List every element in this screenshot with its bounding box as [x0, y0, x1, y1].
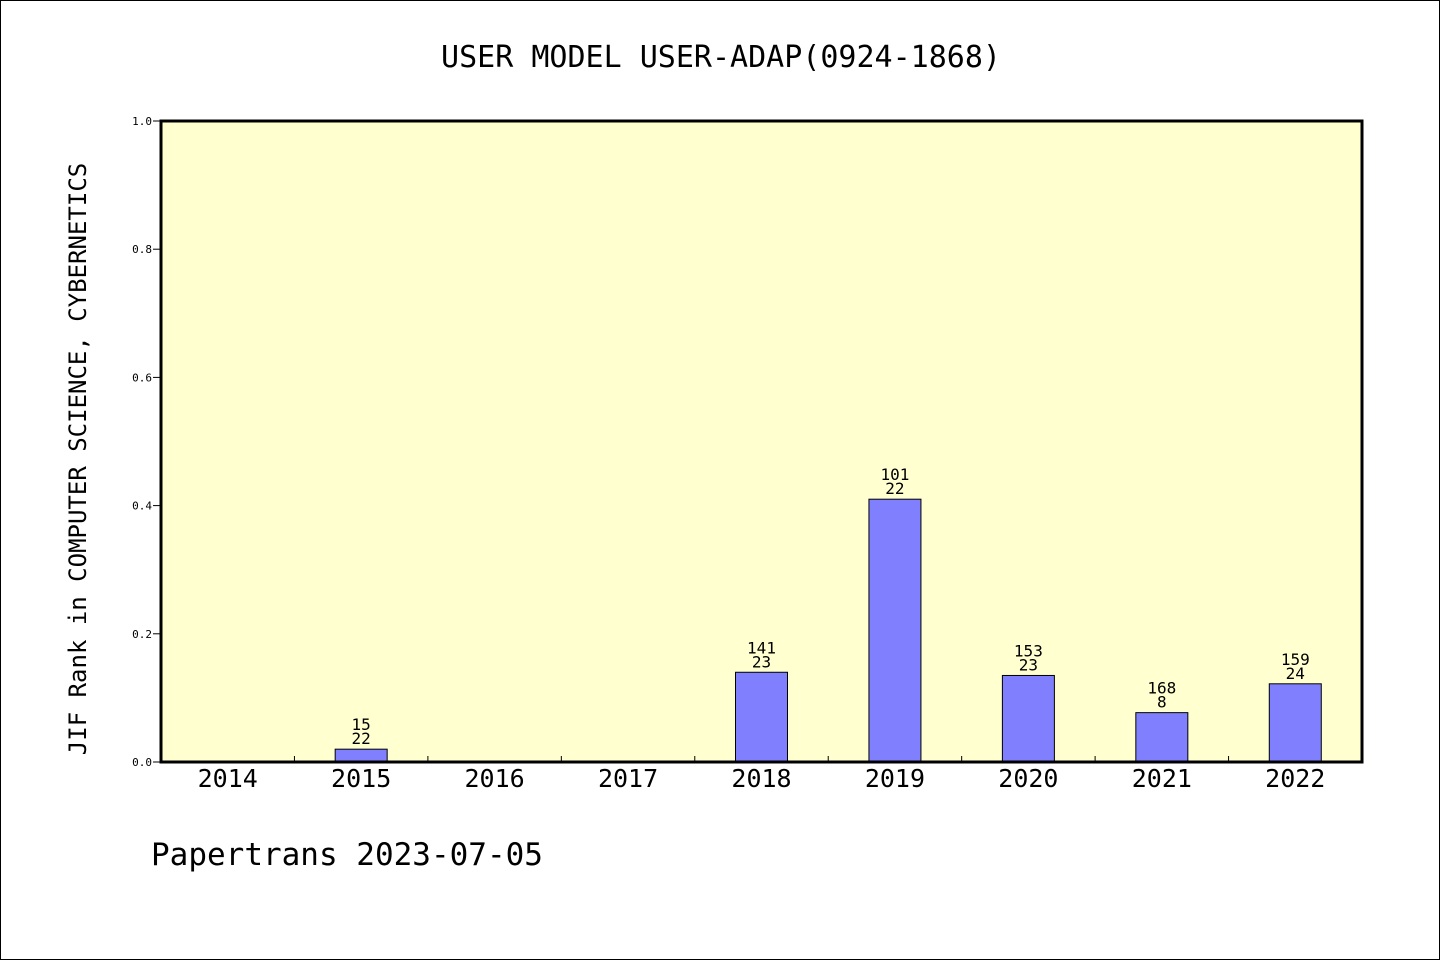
- bar-count-label: 24: [1286, 664, 1305, 683]
- x-tick-label: 2015: [331, 764, 391, 793]
- x-tick-label: 2016: [465, 764, 525, 793]
- bar: [1268, 683, 1322, 763]
- plot-border: [159, 119, 1364, 764]
- x-tick-label: 2019: [865, 764, 925, 793]
- bar-count-label: 8: [1157, 693, 1167, 712]
- y-tick-label: 1.0: [132, 115, 152, 128]
- x-tick-label: 2022: [1265, 764, 1325, 793]
- y-tick-label: 0.2: [132, 628, 152, 641]
- y-tick-label: 0.8: [132, 243, 152, 256]
- x-tick-label: 2014: [198, 764, 258, 793]
- y-tick-label: 0.0: [132, 756, 152, 769]
- bar-rank-label: 153: [1014, 641, 1043, 660]
- bar: [735, 671, 788, 763]
- x-axis-ticks: 2014 2015 2016 2017 2018 2019 2020 2021 2022: [198, 756, 1325, 793]
- bar-count-label: 22: [352, 729, 371, 748]
- chart-title: USER MODEL USER-ADAP(0924-1868): [441, 40, 1001, 75]
- y-tick-label: 0.6: [132, 371, 152, 384]
- bar-count-label: 22: [885, 479, 904, 498]
- bar: [1135, 712, 1189, 763]
- bars-layer: [334, 498, 1322, 763]
- bar-rank-label: 141: [747, 638, 776, 657]
- bar-count-label: 23: [1019, 655, 1038, 674]
- footer-text: Papertrans 2023-07-05: [151, 837, 543, 873]
- bar: [1001, 674, 1055, 763]
- x-tick-label: 2018: [731, 764, 791, 793]
- bar: [868, 498, 922, 763]
- y-axis-ticks: 0.0 0.2 0.4 0.6 0.8 1.0: [132, 115, 161, 769]
- bar-rank-label: 101: [880, 465, 909, 484]
- bar-rank-label: 15: [352, 715, 371, 734]
- bar-rank-label: 168: [1147, 679, 1176, 698]
- plot-area: [161, 121, 1362, 762]
- x-tick-label: 2021: [1132, 764, 1192, 793]
- bar: [334, 748, 388, 763]
- x-tick-label: 2020: [998, 764, 1058, 793]
- bar-rank-label: 159: [1281, 650, 1310, 669]
- x-tick-label: 2017: [598, 764, 658, 793]
- y-tick-label: 0.4: [132, 500, 152, 513]
- y-axis-label: JIF Rank in COMPUTER SCIENCE, CYBERNETIC…: [64, 163, 92, 755]
- bar-count-label: 23: [752, 652, 771, 671]
